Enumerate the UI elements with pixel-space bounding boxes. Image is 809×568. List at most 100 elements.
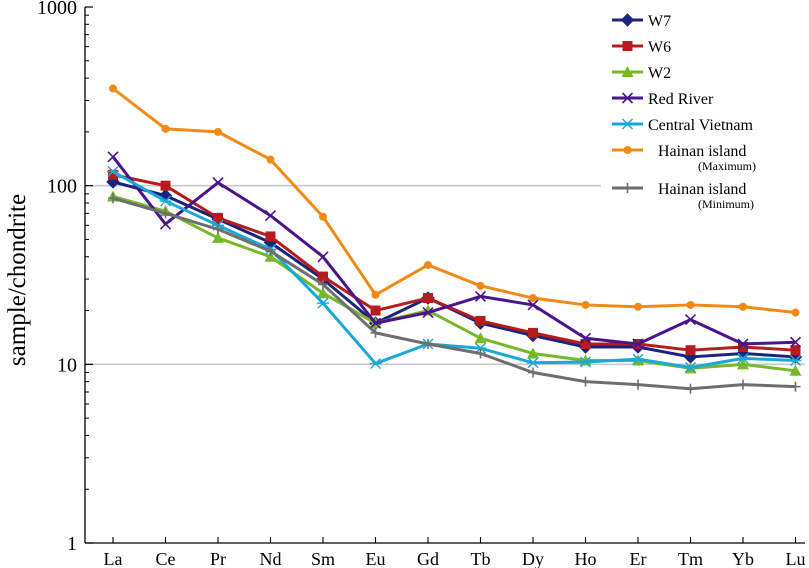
legend-item-hainan-island-maximum: Hainan island(Maximum): [612, 143, 756, 173]
x-tick-label-tb: Tb: [471, 549, 491, 568]
point-red-river-ho: [579, 332, 592, 344]
series-line-red-river: [111, 155, 796, 346]
point-red-river-eu: [369, 317, 382, 329]
y-tick-label-1000: 1000: [37, 0, 77, 19]
x-tick-label-er: Er: [630, 549, 647, 568]
legend-item-w7: W7: [612, 13, 671, 30]
x-stroke-b: [264, 210, 277, 222]
point-hainan-island-maximum-ho: [581, 300, 590, 309]
series-line-central-vietnam: [112, 170, 796, 370]
legend-item-w6: W6: [612, 39, 671, 56]
point-hainan-island-maximum-er: [634, 302, 642, 311]
x-tick-label-lu: Lu: [786, 549, 806, 568]
series-central-vietnam: [107, 166, 802, 373]
point-hainan-island-maximum-pr: [214, 127, 222, 136]
point-hainan-island-maximum-nd: [266, 155, 275, 164]
legend-item-red-river: Red River: [612, 91, 714, 108]
point-w6-dy: [528, 327, 538, 338]
point-hainan-island-maximum-lu: [791, 308, 800, 317]
y-tick-label-1: 1: [67, 533, 77, 555]
x-stroke-b: [789, 336, 802, 348]
point-w6-tb: [475, 315, 486, 326]
legend-item-central-vietnam: Central Vietnam: [612, 117, 753, 134]
x-tick-label-eu: Eu: [366, 549, 386, 568]
point-central-vietnam-sm: [317, 297, 329, 309]
series-layer: [106, 84, 803, 394]
x-stroke-b: [107, 151, 119, 163]
x-stroke-b: [684, 314, 697, 326]
point-w2-dy: [527, 347, 539, 359]
x-stroke-b: [621, 92, 634, 104]
point-w6-la: [108, 169, 118, 180]
legend-label: Red River: [648, 91, 714, 108]
point-red-river-tm: [684, 314, 697, 326]
point-red-river-pr: [212, 177, 224, 189]
point-red-river-yb: [737, 338, 749, 350]
legend-label: Hainan island: [658, 143, 746, 160]
point-central-vietnam-yb: [737, 352, 749, 364]
point-hainan-island-maximum-la: [109, 84, 117, 93]
point-red-river-er: [632, 338, 644, 350]
point-red-river-sm: [317, 251, 329, 263]
legend-item-hainan-island-minimum: Hainan island(Minimum): [612, 181, 754, 211]
point-w6-nd: [265, 231, 276, 242]
legend-label: Hainan island: [658, 181, 746, 198]
point-w6-pr: [213, 212, 223, 223]
point-hainan-island-maximum-gd: [424, 260, 432, 269]
point-red-river-nd: [264, 210, 277, 222]
point-hainan-island-minimum-ce: [160, 208, 171, 219]
point-w6-sm: [318, 271, 328, 282]
x-tick-label-yb: Yb: [732, 549, 754, 568]
point-w6-eu: [370, 305, 381, 316]
legend: W7 W6 W2 Red River Central Vietnam Hainan isl…: [601, 7, 805, 235]
x-tick-label-sm: Sm: [311, 549, 335, 568]
point-w2-pr: [212, 231, 224, 243]
point-hainan-island-minimum-dy: [528, 367, 538, 378]
point-hainan-island-minimum-ho: [580, 376, 591, 387]
y-tick-label-10: 10: [57, 354, 77, 376]
x-tick-label-pr: Pr: [210, 549, 226, 568]
series-red-river: [107, 151, 802, 350]
series-hainan-island-minimum: [108, 193, 801, 394]
point-red-river-la: [107, 151, 119, 163]
x-tick-label-tm: Tm: [678, 549, 703, 568]
point-red-river-dy: [527, 299, 539, 311]
point-red-river-ce: [159, 218, 172, 230]
legend-label: Central Vietnam: [648, 117, 753, 134]
point-hainan-island-minimum-nd: [265, 246, 276, 257]
point-hainan-island-minimum-gd: [423, 338, 433, 349]
point-central-vietnam-eu: [369, 358, 382, 370]
point-w2-tb: [474, 332, 487, 344]
x-stroke-b: [159, 218, 172, 230]
point-hainan-island-minimum-yb: [738, 379, 748, 390]
x-tick-label-ho: Ho: [575, 549, 597, 568]
legend-label: W6: [648, 39, 671, 56]
point-hainan-island-minimum-eu: [370, 327, 381, 338]
legend-sublabel: (Minimum): [698, 197, 754, 211]
point-hainan-island-maximum-tb: [476, 281, 485, 290]
x-stroke-b: [369, 317, 382, 329]
x-tick-label-la: La: [104, 549, 123, 568]
point-red-river-gd: [422, 306, 434, 319]
legend-label: W7: [648, 13, 671, 30]
series-line-hainan-island-minimum: [112, 196, 796, 391]
point-hainan-island-minimum-sm: [318, 279, 328, 290]
point-hainan-island-maximum-dy: [529, 294, 537, 303]
legend-swatch-marker: [621, 92, 634, 104]
point-w2-lu: [789, 364, 802, 376]
point-hainan-island-minimum-tm: [685, 383, 696, 394]
legend-swatch-marker: [622, 41, 633, 51]
point-hainan-island-maximum-ce: [161, 124, 170, 133]
point-w6-gd: [423, 293, 433, 304]
legend-swatch-marker: [622, 183, 633, 193]
x-stroke-b: [527, 299, 539, 311]
x-stroke-b: [212, 177, 224, 189]
point-central-vietnam-la: [107, 166, 119, 178]
point-hainan-island-minimum-er: [633, 379, 643, 390]
legend-label: W2: [648, 65, 671, 82]
point-central-vietnam-dy: [527, 357, 539, 369]
point-hainan-island-minimum-lu: [790, 381, 801, 392]
point-central-vietnam-tm: [684, 362, 697, 373]
x-stroke-b: [737, 338, 749, 350]
point-hainan-island-minimum-tb: [475, 348, 486, 359]
